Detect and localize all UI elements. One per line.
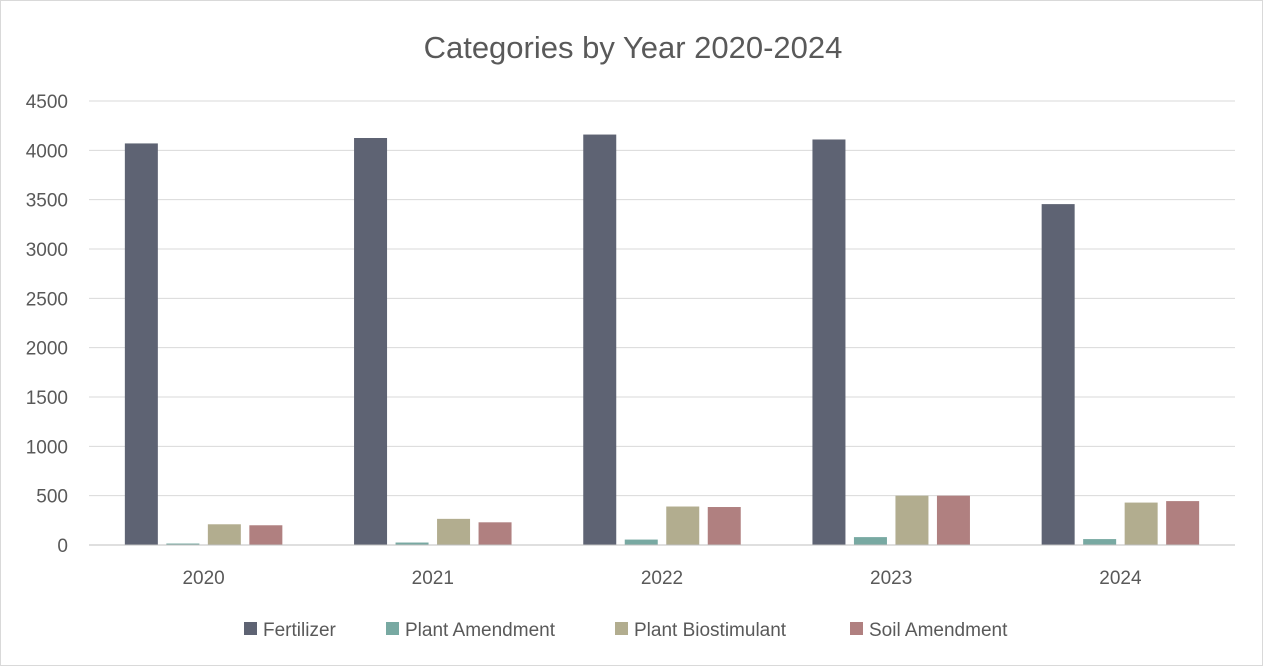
x-tick-label: 2024: [1099, 568, 1142, 589]
bar-plant-biostimulant-2024: [1124, 502, 1158, 545]
bar-plant-biostimulant-2021: [437, 518, 471, 545]
bars: [124, 134, 1200, 546]
legend-swatch: [244, 622, 257, 635]
bar-fertilizer-2020: [124, 143, 158, 545]
legend-swatch: [386, 622, 399, 635]
y-tick-label: 3500: [26, 191, 68, 212]
legend-swatch: [850, 622, 863, 635]
y-tick-label: 500: [36, 487, 68, 508]
y-tick-label: 1500: [26, 388, 68, 409]
bar-plant-amendment-2020: [166, 543, 200, 545]
bar-fertilizer-2023: [812, 139, 846, 546]
bar-soil-amendment-2022: [707, 507, 741, 545]
y-tick-label: 2500: [26, 289, 68, 310]
legend-swatch: [615, 622, 628, 635]
bar-soil-amendment-2023: [936, 495, 970, 545]
bar-plant-biostimulant-2020: [207, 524, 241, 545]
y-axis-ticks: 0 500 1000 1500 2000 2500 3000 3500 4000 4500: [26, 92, 68, 557]
x-tick-label: 2023: [870, 568, 912, 589]
y-tick-label: 3000: [26, 240, 68, 261]
y-tick-label: 2000: [26, 339, 68, 360]
x-axis-ticks: 2020 2021 2022 2023 2024: [182, 568, 1142, 589]
bar-plant-amendment-2023: [853, 537, 887, 545]
legend-item-plant-amendment: Plant Amendment: [386, 620, 556, 641]
bar-soil-amendment-2021: [478, 522, 512, 545]
legend-label: Fertilizer: [263, 620, 337, 641]
bar-fertilizer-2021: [354, 138, 388, 545]
bar-fertilizer-2024: [1041, 204, 1075, 545]
legend-item-soil-amendment: Soil Amendment: [850, 620, 1008, 641]
bar-plant-amendment-2021: [395, 542, 429, 545]
legend-label: Plant Biostimulant: [634, 620, 787, 641]
legend: Fertilizer Plant Amendment Plant Biostimul…: [244, 620, 1008, 641]
y-tick-label: 1000: [26, 437, 68, 458]
bar-plant-biostimulant-2023: [895, 495, 929, 545]
bar-plant-amendment-2024: [1083, 539, 1117, 545]
legend-label: Plant Amendment: [405, 620, 556, 641]
bar-soil-amendment-2020: [249, 525, 283, 545]
x-tick-label: 2021: [412, 568, 454, 589]
bar-plant-amendment-2022: [624, 539, 658, 545]
x-tick-label: 2022: [641, 568, 683, 589]
legend-label: Soil Amendment: [869, 620, 1008, 641]
chart-title: Categories by Year 2020-2024: [424, 30, 843, 65]
bar-fertilizer-2022: [583, 134, 617, 545]
gridlines: [89, 100, 1235, 497]
legend-item-fertilizer: Fertilizer: [244, 620, 337, 641]
legend-item-plant-biostimulant: Plant Biostimulant: [615, 620, 787, 641]
bar-plant-biostimulant-2022: [666, 506, 700, 545]
y-tick-label: 4500: [26, 92, 68, 113]
bar-soil-amendment-2024: [1166, 501, 1200, 545]
y-tick-label: 0: [57, 536, 68, 557]
y-tick-label: 4000: [26, 141, 68, 162]
x-tick-label: 2020: [182, 568, 224, 589]
